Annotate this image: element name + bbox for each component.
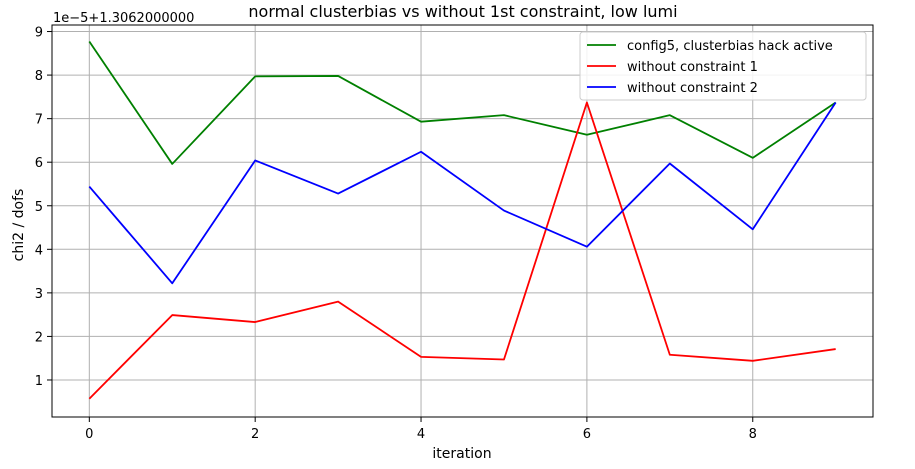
x-tick-label: 2 [251, 427, 259, 442]
legend-box [579, 31, 867, 101]
series-lines [88, 41, 837, 400]
x-tick-label: 0 [85, 427, 93, 442]
y-axis-label: chi2 / dofs [11, 189, 27, 262]
series-line-1 [88, 41, 837, 165]
y-tick-label: 2 [35, 330, 43, 345]
y-tick-label: 6 [35, 156, 43, 171]
series-line-2 [88, 101, 836, 400]
legend-label: without constraint 2 [627, 81, 758, 96]
plot-frame [51, 24, 874, 418]
legend-label: config5, clusterbias hack active [627, 39, 833, 54]
y-tick-label: 5 [35, 200, 43, 215]
x-tick-label: 8 [749, 427, 757, 442]
y-tick-label: 3 [35, 287, 43, 302]
x-tick-label: 4 [417, 427, 425, 442]
series-line-3 [88, 102, 837, 285]
y-tick-label: 7 [35, 113, 43, 128]
x-tick-label: 6 [583, 427, 591, 442]
chart-title: normal clusterbias vs without 1st constr… [248, 2, 677, 21]
y-offset-label: 1e−5+1.3062000000 [53, 11, 194, 26]
x-axis-label: iteration [432, 446, 491, 462]
y-tick-label: 8 [35, 69, 43, 84]
legend-label: without constraint 1 [627, 60, 758, 75]
y-tick-label: 1 [35, 374, 43, 389]
y-tick-label: 9 [35, 26, 43, 41]
axis-ticks: 0 2 4 6 8 1 2 3 4 5 6 7 8 9 [35, 26, 757, 442]
legend: config5, clusterbias hack active without … [579, 31, 867, 101]
y-tick-label: 4 [35, 243, 43, 258]
